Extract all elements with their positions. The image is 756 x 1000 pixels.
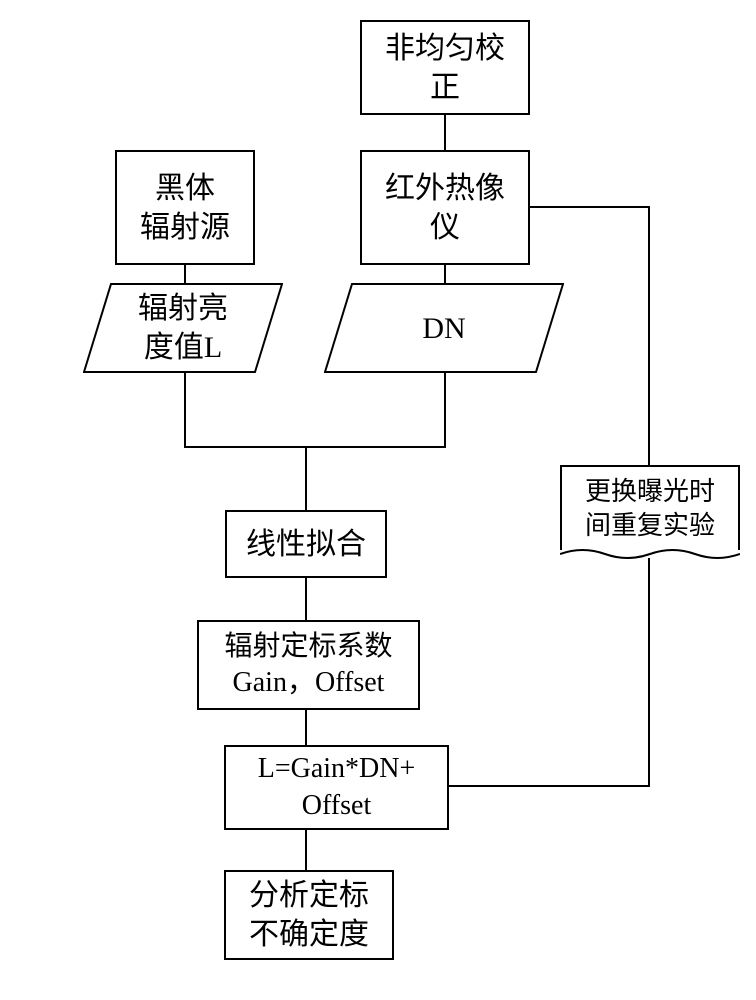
node-label: 黑体辐射源 xyxy=(140,169,230,247)
edge xyxy=(184,265,186,283)
edge xyxy=(444,265,446,283)
edge xyxy=(305,446,307,510)
node-label: 分析定标不确定度 xyxy=(249,876,369,954)
edge xyxy=(444,373,446,448)
node-label: L=Gain*DN+Offset xyxy=(258,751,416,824)
edge xyxy=(184,373,186,448)
edge xyxy=(530,206,650,208)
node-label: 非均匀校正 xyxy=(385,29,505,107)
edge xyxy=(449,785,650,787)
node-analysis: 分析定标不确定度 xyxy=(224,870,394,960)
edge xyxy=(444,115,446,150)
edge xyxy=(305,830,307,870)
edge xyxy=(184,446,446,448)
edge xyxy=(648,206,650,465)
node-label: 辐射定标系数Gain，Offset xyxy=(224,629,392,702)
edge xyxy=(305,578,307,620)
node-formula: L=Gain*DN+Offset xyxy=(224,745,449,830)
node-label: 红外热像仪 xyxy=(385,169,505,247)
edge xyxy=(305,710,307,745)
edge xyxy=(648,558,650,787)
node-radiance: 辐射亮度值L xyxy=(83,283,283,373)
node-blackbody: 黑体辐射源 xyxy=(115,150,255,265)
node-note: 更换曝光时间重复实验 xyxy=(560,465,740,550)
node-nonuniform: 非均匀校正 xyxy=(360,20,530,115)
node-label: 辐射亮度值L xyxy=(138,289,228,367)
node-coeff: 辐射定标系数Gain，Offset xyxy=(197,620,420,710)
node-label: 更换曝光时间重复实验 xyxy=(585,475,715,543)
node-dn: DN xyxy=(324,283,564,373)
node-label: DN xyxy=(422,309,465,348)
node-thermal: 红外热像仪 xyxy=(360,150,530,265)
node-linearfit: 线性拟合 xyxy=(225,510,387,578)
node-label: 线性拟合 xyxy=(246,525,366,564)
